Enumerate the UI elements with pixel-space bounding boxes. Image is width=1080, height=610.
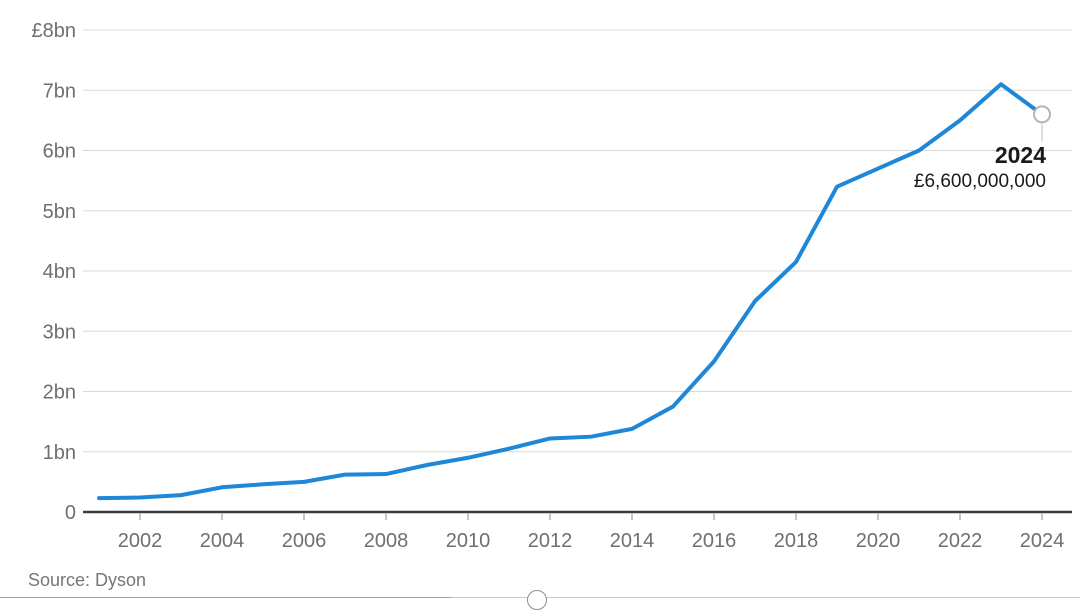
x-tick-label: 2014 (610, 530, 655, 552)
y-axis-label: 0 (65, 502, 76, 524)
x-tick-label: 2018 (774, 530, 819, 552)
annotation-year: 2024 (994, 142, 1046, 168)
x-tick-label: 2002 (118, 530, 163, 552)
y-axis-label: 6bn (43, 141, 76, 163)
endpoint-marker (1033, 105, 1051, 124)
y-axis-label: 2bn (43, 382, 76, 404)
y-axis-label: 5bn (43, 201, 76, 223)
x-tick-label: 2006 (282, 530, 327, 552)
y-axis-label: 7bn (43, 80, 76, 102)
y-axis-label: 1bn (43, 442, 76, 464)
x-tick-label: 2016 (692, 530, 737, 552)
annotation-value: £6,600,000,000 (913, 171, 1046, 193)
source-credit: Source: Dyson (28, 570, 147, 590)
timeline-scrubber-handle[interactable] (527, 590, 547, 610)
timeline-scrubber-progress (0, 597, 452, 598)
x-tick-label: 2020 (856, 530, 901, 552)
y-axis-label: 3bn (43, 321, 76, 343)
revenue-line (97, 82, 1044, 501)
x-tick-label: 2004 (200, 530, 245, 552)
y-axis-label: £8bn (32, 20, 77, 42)
x-tick-label: 2022 (938, 530, 983, 552)
endpoint-annotation: 2024 £6,600,000,000 (914, 142, 1046, 193)
x-tick-label: 2012 (528, 530, 573, 552)
x-tick-label: 2024 (1020, 530, 1065, 552)
y-axis-label: 4bn (43, 261, 76, 283)
x-tick-label: 2008 (364, 530, 409, 552)
x-tick-label: 2010 (446, 530, 491, 552)
